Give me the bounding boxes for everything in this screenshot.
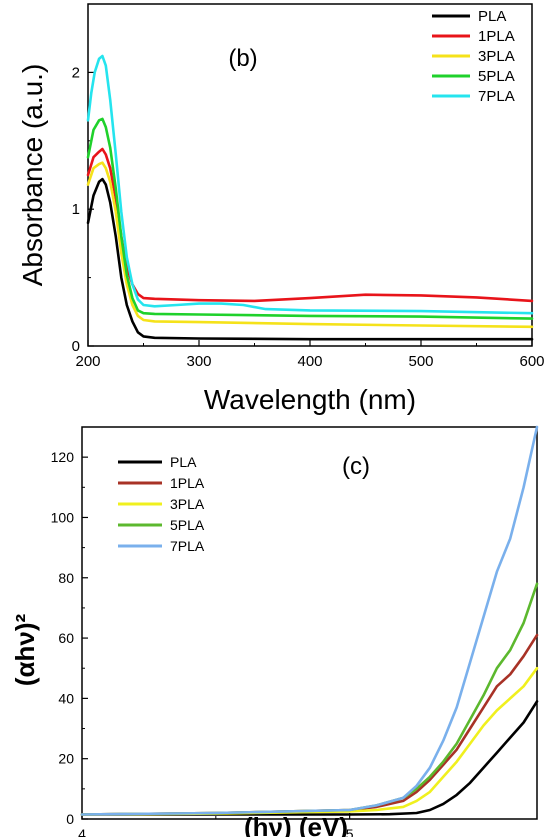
- series-line-5pla-c: [80, 582, 539, 816]
- x-tick-label: 600: [519, 353, 544, 370]
- y-tick-label: 2: [72, 64, 80, 81]
- plot-frame-c: [81, 426, 538, 820]
- series-line-pla-c: [80, 700, 539, 816]
- y-tick-label: 40: [58, 690, 74, 706]
- x-tick-label: 500: [408, 353, 433, 370]
- legend-label-5pla: 5PLA: [478, 68, 515, 85]
- x-tick-label: 4: [78, 826, 86, 837]
- legend-label-7pla: 7PLA: [478, 88, 515, 105]
- legend-label-pla: PLA: [478, 8, 506, 25]
- y-axis-title-b: Absorbance (a.u.): [17, 64, 48, 287]
- panel-label-c: (c): [342, 453, 370, 480]
- legend-label-1pla: 1PLA: [478, 28, 515, 45]
- chart-b: 200 300 400 500 600 0 1 2 (b) Wavelength (nm) A…: [17, 3, 545, 415]
- x-axis-title-b: Wavelength (nm): [204, 384, 416, 415]
- series-line-5pla-b: [86, 117, 534, 320]
- legend-label-3pla: 3PLA: [170, 496, 205, 512]
- y-tick-label: 60: [58, 630, 74, 646]
- y-tick-label: 0: [66, 811, 74, 827]
- y-tick-label: 100: [51, 509, 75, 525]
- y-tick-label: 1: [72, 201, 80, 218]
- legend-label-3pla: 3PLA: [478, 48, 515, 65]
- series-line-7pla-c: [80, 425, 539, 816]
- series-line-1pla-b: [86, 147, 534, 303]
- y-tick-label: 80: [58, 570, 74, 586]
- series-group-c: [80, 425, 539, 816]
- y-tick-label: 120: [51, 449, 75, 465]
- x-tick-label: 5: [346, 826, 354, 837]
- y-axis-title-c: (αhν)²: [10, 614, 40, 687]
- y-tick-label: 0: [72, 338, 80, 355]
- x-tick-label: 400: [297, 353, 322, 370]
- series-line-3pla-b: [86, 161, 534, 329]
- legend-label-1pla: 1PLA: [170, 475, 205, 491]
- legend-label-7pla: 7PLA: [170, 538, 205, 554]
- series-line-1pla-c: [80, 633, 539, 816]
- legend-c: PLA 1PLA 3PLA 5PLA 7PLA: [118, 454, 205, 554]
- series-line-7pla-b: [86, 54, 534, 315]
- x-tick-label: 300: [186, 353, 211, 370]
- x-tick-label: 200: [75, 353, 100, 370]
- x-axis-title-c: (hν) (eV): [244, 812, 348, 837]
- series-line-pla-b: [86, 177, 534, 341]
- series-line-3pla-c: [80, 666, 539, 816]
- y-tick-label: 20: [58, 751, 74, 767]
- chart-c: 4 5 0 20 40 60 80 100 120 (c) (hν) (eV) (αhν)² P…: [10, 425, 539, 837]
- axis-ticks-c: 4 5 0 20 40 60 80 100 120: [51, 426, 354, 837]
- axis-ticks-b: 200 300 400 500 600 0 1 2: [72, 3, 545, 370]
- legend-label-pla: PLA: [170, 454, 197, 470]
- series-group-b: [86, 54, 534, 341]
- legend-label-5pla: 5PLA: [170, 517, 205, 533]
- panel-label-b: (b): [228, 45, 257, 72]
- legend-b: PLA 1PLA 3PLA 5PLA 7PLA: [432, 8, 515, 105]
